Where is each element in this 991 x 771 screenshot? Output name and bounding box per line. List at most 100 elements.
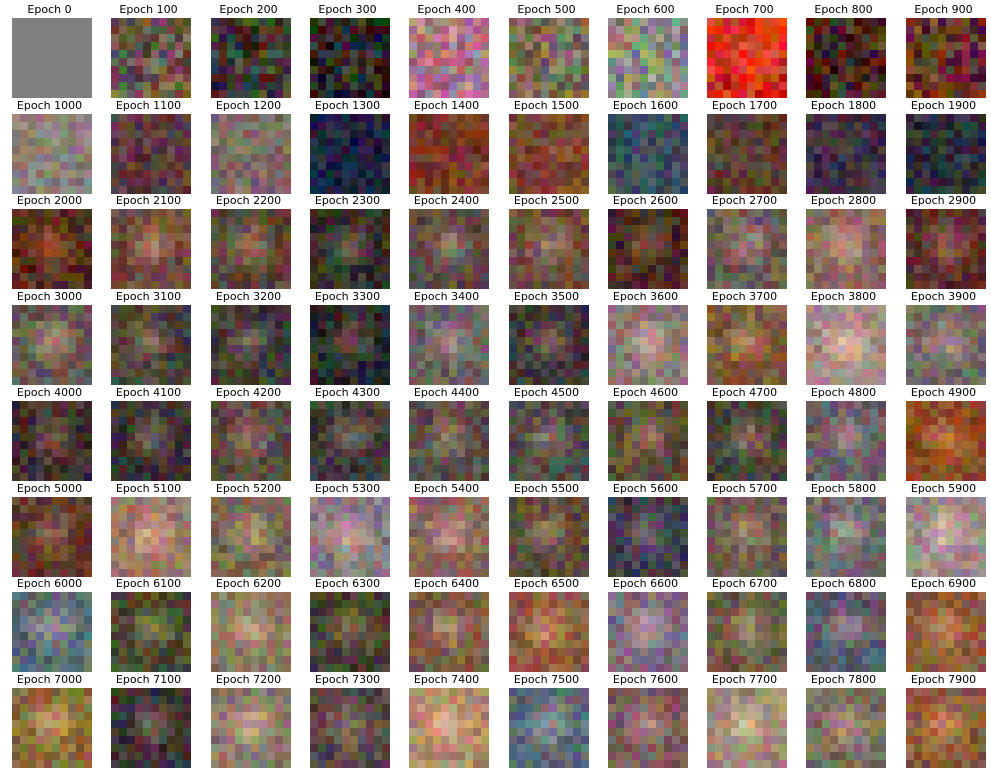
epoch-panel: Epoch 5700 [695, 479, 794, 577]
generated-sample-image [310, 114, 390, 194]
epoch-panel-title: Epoch 6700 [711, 577, 778, 590]
epoch-panel-title: Epoch 1500 [513, 99, 580, 112]
epoch-panel: Epoch 4800 [794, 383, 893, 481]
epoch-panel-title: Epoch 2200 [215, 194, 282, 207]
generated-sample-image [12, 688, 92, 768]
epoch-panel: Epoch 7300 [298, 670, 397, 768]
epoch-panel: Epoch 7500 [497, 670, 596, 768]
epoch-panel: Epoch 3400 [397, 287, 496, 385]
epoch-panel: Epoch 4100 [99, 383, 198, 481]
epoch-panel: Epoch 5300 [298, 479, 397, 577]
epoch-panel: Epoch 7600 [596, 670, 695, 768]
epoch-panel-title: Epoch 7400 [413, 673, 480, 686]
generated-sample-image [409, 688, 489, 768]
generated-sample-image [509, 592, 589, 672]
epoch-panel: Epoch 2600 [596, 191, 695, 289]
epoch-panel-title: Epoch 3100 [115, 290, 182, 303]
epoch-panel: Epoch 4500 [497, 383, 596, 481]
epoch-panel: Epoch 3600 [596, 287, 695, 385]
generated-sample-image [12, 592, 92, 672]
generated-sample-image [12, 209, 92, 289]
generated-sample-image [211, 305, 291, 385]
generated-sample-image [12, 114, 92, 194]
epoch-panel: Epoch 1500 [497, 96, 596, 194]
epoch-panel: Epoch 1600 [596, 96, 695, 194]
generated-sample-image [806, 401, 886, 481]
epoch-panel: Epoch 2300 [298, 191, 397, 289]
epoch-panel: Epoch 4700 [695, 383, 794, 481]
generated-sample-image [906, 401, 986, 481]
generated-sample-image [111, 305, 191, 385]
generated-sample-image [310, 688, 390, 768]
epoch-panel-title: Epoch 6500 [513, 577, 580, 590]
epoch-panel-title: Epoch 7900 [910, 673, 977, 686]
epoch-panel-title: Epoch 4600 [612, 386, 679, 399]
epoch-panel: Epoch 6100 [99, 574, 198, 672]
epoch-panel-title: Epoch 6400 [413, 577, 480, 590]
generated-sample-image [608, 18, 688, 98]
epoch-panel: Epoch 1800 [794, 96, 893, 194]
generated-sample-image [211, 209, 291, 289]
epoch-panel-title: Epoch 7500 [513, 673, 580, 686]
epoch-panel-title: Epoch 6300 [314, 577, 381, 590]
epoch-panel: Epoch 5800 [794, 479, 893, 577]
generated-sample-image [111, 18, 191, 98]
epoch-panel: Epoch 3900 [894, 287, 991, 385]
epoch-panel: Epoch 6400 [397, 574, 496, 672]
generated-sample-image [707, 401, 787, 481]
epoch-panel-title: Epoch 1100 [115, 99, 182, 112]
epoch-panel-title: Epoch 6000 [16, 577, 83, 590]
epoch-panel-title: Epoch 2000 [16, 194, 83, 207]
epoch-panel-title: Epoch 4900 [910, 386, 977, 399]
epoch-panel: Epoch 2700 [695, 191, 794, 289]
epoch-panel: Epoch 6500 [497, 574, 596, 672]
epoch-panel: Epoch 7900 [894, 670, 991, 768]
epoch-panel-title: Epoch 200 [219, 3, 278, 16]
epoch-panel: Epoch 2900 [894, 191, 991, 289]
generated-sample-image [608, 497, 688, 577]
epoch-panel-title: Epoch 5700 [711, 482, 778, 495]
epoch-panel: Epoch 5200 [199, 479, 298, 577]
generated-sample-image [806, 114, 886, 194]
epoch-panel: Epoch 2200 [199, 191, 298, 289]
generated-sample-image [608, 114, 688, 194]
epoch-panel-title: Epoch 2100 [115, 194, 182, 207]
epoch-panel: Epoch 1700 [695, 96, 794, 194]
epoch-panel: Epoch 5900 [894, 479, 991, 577]
generated-sample-image [906, 114, 986, 194]
epoch-panel-title: Epoch 4800 [810, 386, 877, 399]
generated-sample-image [211, 18, 291, 98]
epoch-panel-title: Epoch 7600 [612, 673, 679, 686]
epoch-panel: Epoch 4200 [199, 383, 298, 481]
generated-sample-image [310, 209, 390, 289]
epoch-panel: Epoch 3300 [298, 287, 397, 385]
epoch-panel: Epoch 2100 [99, 191, 198, 289]
epoch-panel-title: Epoch 7000 [16, 673, 83, 686]
generated-sample-image [211, 114, 291, 194]
epoch-panel: Epoch 800 [794, 0, 893, 98]
epoch-panel-title: Epoch 6100 [115, 577, 182, 590]
epoch-panel-title: Epoch 6600 [612, 577, 679, 590]
epoch-panel-title: Epoch 1000 [16, 99, 83, 112]
generated-sample-image [509, 18, 589, 98]
generated-sample-image [707, 114, 787, 194]
generated-sample-image [509, 401, 589, 481]
generated-sample-image [409, 401, 489, 481]
epoch-panel: Epoch 1300 [298, 96, 397, 194]
epoch-panel-title: Epoch 1900 [910, 99, 977, 112]
epoch-panel: Epoch 700 [695, 0, 794, 98]
generated-sample-image [707, 497, 787, 577]
epoch-panel: Epoch 7100 [99, 670, 198, 768]
epoch-panel: Epoch 6800 [794, 574, 893, 672]
epoch-panel: Epoch 3200 [199, 287, 298, 385]
epoch-panel-title: Epoch 2900 [910, 194, 977, 207]
epoch-panel-title: Epoch 600 [616, 3, 675, 16]
epoch-panel: Epoch 4400 [397, 383, 496, 481]
generated-sample-image [906, 592, 986, 672]
generated-sample-image [211, 688, 291, 768]
generated-sample-image [906, 209, 986, 289]
epoch-panel: Epoch 3700 [695, 287, 794, 385]
generated-sample-image [211, 497, 291, 577]
epoch-panel: Epoch 4900 [894, 383, 991, 481]
epoch-panel: Epoch 4600 [596, 383, 695, 481]
